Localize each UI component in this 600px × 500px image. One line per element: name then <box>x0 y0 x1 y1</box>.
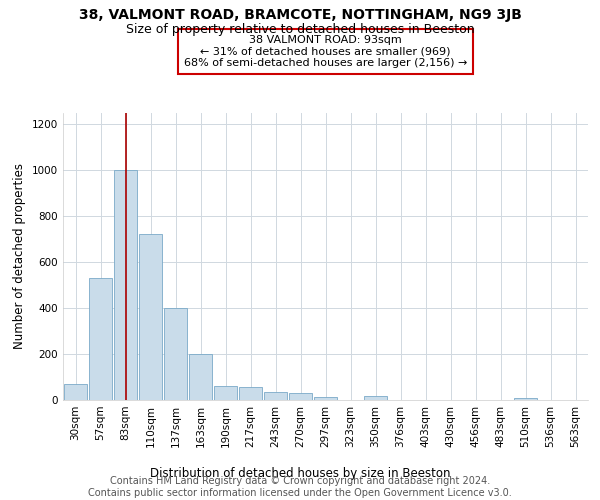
Text: Size of property relative to detached houses in Beeston: Size of property relative to detached ho… <box>125 22 475 36</box>
Bar <box>64 384 87 400</box>
Bar <box>189 354 212 400</box>
Text: Contains HM Land Registry data © Crown copyright and database right 2024.
Contai: Contains HM Land Registry data © Crown c… <box>88 476 512 498</box>
Text: 38 VALMONT ROAD: 93sqm
← 31% of detached houses are smaller (969)
68% of semi-de: 38 VALMONT ROAD: 93sqm ← 31% of detached… <box>184 35 467 68</box>
Bar <box>239 388 262 400</box>
Bar <box>314 397 337 400</box>
Text: 38, VALMONT ROAD, BRAMCOTE, NOTTINGHAM, NG9 3JB: 38, VALMONT ROAD, BRAMCOTE, NOTTINGHAM, … <box>79 8 521 22</box>
Bar <box>514 398 537 400</box>
Bar <box>164 308 187 400</box>
Bar <box>89 278 112 400</box>
Bar <box>289 393 312 400</box>
Bar <box>264 392 287 400</box>
Bar <box>364 396 387 400</box>
Text: Distribution of detached houses by size in Beeston: Distribution of detached houses by size … <box>150 468 450 480</box>
Bar <box>139 234 162 400</box>
Bar <box>114 170 137 400</box>
Bar <box>214 386 237 400</box>
Y-axis label: Number of detached properties: Number of detached properties <box>13 163 26 350</box>
